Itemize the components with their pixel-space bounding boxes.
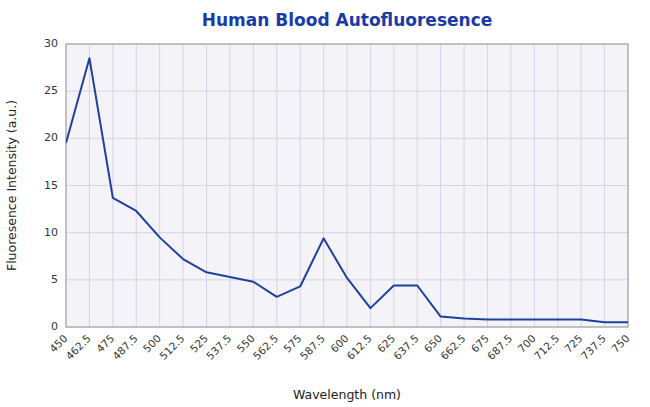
line: [66, 58, 628, 322]
x-grid-line: [89, 44, 90, 327]
x-grid-line: [557, 44, 558, 327]
x-grid-line: [112, 44, 113, 327]
x-tick-label: 487.5: [110, 332, 140, 362]
y-tick-label: 0: [51, 320, 58, 333]
title: Human Blood Autofluoresence: [202, 10, 493, 30]
x-grid-line: [229, 44, 230, 327]
y-tick-label: 15: [44, 179, 58, 192]
x-tick-label: 662.5: [438, 332, 468, 362]
x-axis-label: Wavelength (nm): [293, 387, 401, 402]
x-tick-label: 587.5: [297, 332, 327, 362]
y-tick-label: 30: [44, 37, 58, 50]
x-grid-line: [534, 44, 535, 327]
x-grid-line: [581, 44, 582, 327]
y-axis-label: Fluoresence Intensity (a.u.): [4, 100, 19, 271]
x-tick-label: 612.5: [344, 332, 374, 362]
x-tick-label: 462.5: [63, 332, 93, 362]
x-tick-label: 637.5: [391, 332, 421, 362]
x-grid-line: [136, 44, 137, 327]
x-tick-label: 687.5: [485, 332, 515, 362]
axes: 051015202530450462.5475487.5500512.55255…: [44, 37, 632, 362]
x-grid-line: [276, 44, 277, 327]
x-grid-line: [370, 44, 371, 327]
x-grid-line: [464, 44, 465, 327]
grid: [66, 44, 628, 327]
y-tick-label: 25: [44, 84, 58, 97]
x-grid-line: [487, 44, 488, 327]
x-tick-label: 512.5: [157, 332, 187, 362]
x-grid-line: [323, 44, 324, 327]
chart: 051015202530450462.5475487.5500512.55255…: [0, 0, 650, 407]
x-grid-line: [440, 44, 441, 327]
plot-area: [66, 44, 628, 327]
x-grid-line: [159, 44, 160, 327]
x-tick-label: 712.5: [532, 332, 562, 362]
x-grid-line: [253, 44, 254, 327]
x-tick-label: 562.5: [251, 332, 281, 362]
x-tick-label: 737.5: [578, 332, 608, 362]
x-grid-line: [347, 44, 348, 327]
y-tick-label: 5: [51, 273, 58, 286]
plot-frame: [66, 44, 628, 327]
series-group: [66, 58, 628, 322]
y-tick-label: 20: [44, 131, 58, 144]
x-grid-line: [183, 44, 184, 327]
y-tick-label: 10: [44, 226, 58, 239]
x-tick-label: 537.5: [204, 332, 234, 362]
x-grid-line: [604, 44, 605, 327]
x-grid-line: [510, 44, 511, 327]
x-grid-line: [206, 44, 207, 327]
x-tick-label: 750: [609, 332, 632, 355]
